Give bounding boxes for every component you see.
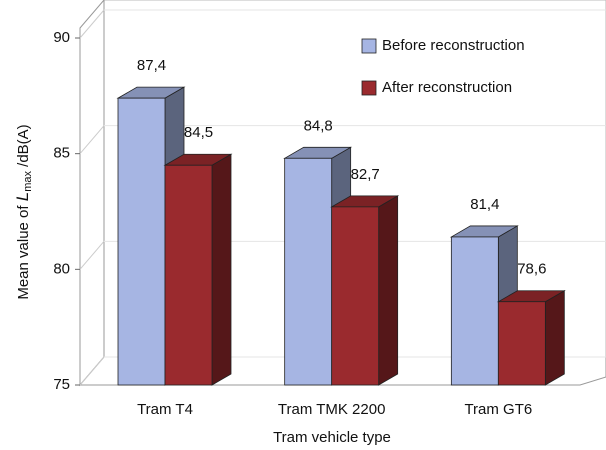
x-axis-title: Tram vehicle type — [273, 429, 391, 446]
legend-swatch — [361, 38, 377, 54]
x-tick-label: Tram TMK 2200 — [278, 401, 386, 418]
bar-side — [544, 290, 565, 386]
bar — [331, 206, 380, 386]
y-tick-label: 85 — [53, 145, 70, 162]
bar — [117, 97, 166, 386]
value-label: 78,6 — [517, 261, 546, 278]
legend-label: Before reconstruction — [382, 37, 525, 54]
grid-line — [79, 125, 105, 154]
side-wall — [79, 0, 105, 387]
y-tick-label: 90 — [53, 29, 70, 46]
y-title-part: L — [13, 192, 32, 201]
y-tick-label: 80 — [53, 260, 70, 277]
bar — [497, 301, 546, 386]
value-label: 84,8 — [304, 117, 333, 134]
legend-swatch — [361, 80, 377, 96]
value-label: 82,7 — [351, 166, 380, 183]
value-label: 81,4 — [470, 196, 499, 213]
grid-line — [79, 356, 105, 386]
y-title-part: Mean value of — [15, 201, 32, 299]
value-label: 87,4 — [137, 57, 166, 74]
y-title-part: max — [22, 171, 34, 192]
bar — [450, 236, 499, 386]
grid-line — [79, 9, 105, 39]
y-axis-title: Mean value of Lmax /dB(A) — [13, 124, 33, 299]
bar-side — [378, 195, 399, 386]
x-tick-label: Tram T4 — [137, 401, 193, 418]
value-label: 84,5 — [184, 124, 213, 141]
y-tick-label: 75 — [53, 376, 70, 393]
legend-label: After reconstruction — [382, 79, 512, 96]
bar — [164, 164, 213, 386]
y-title-part: /dB(A) — [15, 124, 32, 171]
grid-line — [79, 241, 105, 270]
bar — [284, 157, 333, 386]
x-tick-label: Tram GT6 — [464, 401, 532, 418]
bar-side — [211, 153, 232, 386]
